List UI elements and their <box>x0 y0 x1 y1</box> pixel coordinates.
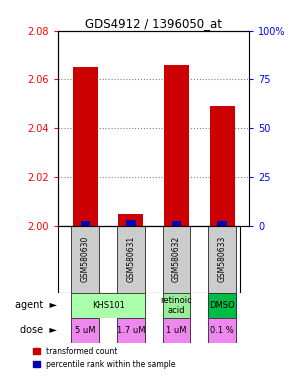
Bar <box>164 65 189 226</box>
Bar <box>81 222 90 226</box>
Text: agent  ►: agent ► <box>15 300 57 310</box>
Bar <box>71 226 99 293</box>
Text: GSM580631: GSM580631 <box>126 236 135 282</box>
Bar <box>71 293 145 318</box>
Text: 1.7 uM: 1.7 uM <box>117 326 145 335</box>
Text: GSM580632: GSM580632 <box>172 236 181 282</box>
Text: 0.1 %: 0.1 % <box>210 326 234 335</box>
Text: DMSO: DMSO <box>209 301 235 310</box>
Bar <box>73 67 98 226</box>
Text: 1 uM: 1 uM <box>166 326 187 335</box>
Title: GDS4912 / 1396050_at: GDS4912 / 1396050_at <box>85 17 222 30</box>
Bar <box>208 318 236 343</box>
Bar <box>208 226 236 293</box>
Text: GSM580630: GSM580630 <box>81 236 90 283</box>
Bar <box>217 222 227 226</box>
Bar <box>126 220 136 226</box>
Legend: transformed count, percentile rank within the sample: transformed count, percentile rank withi… <box>33 347 176 369</box>
Bar <box>163 318 190 343</box>
Bar <box>118 214 144 226</box>
Text: dose  ►: dose ► <box>20 325 57 335</box>
Text: GSM580633: GSM580633 <box>218 236 226 283</box>
Text: retinoic
acid: retinoic acid <box>161 296 192 315</box>
Bar <box>208 293 236 318</box>
Bar <box>172 222 181 226</box>
Bar <box>163 293 190 318</box>
Text: 5 uM: 5 uM <box>75 326 96 335</box>
Bar <box>163 226 190 293</box>
Text: KHS101: KHS101 <box>92 301 125 310</box>
Bar <box>209 106 235 226</box>
Bar <box>117 318 145 343</box>
Bar <box>71 318 99 343</box>
Bar <box>117 226 145 293</box>
